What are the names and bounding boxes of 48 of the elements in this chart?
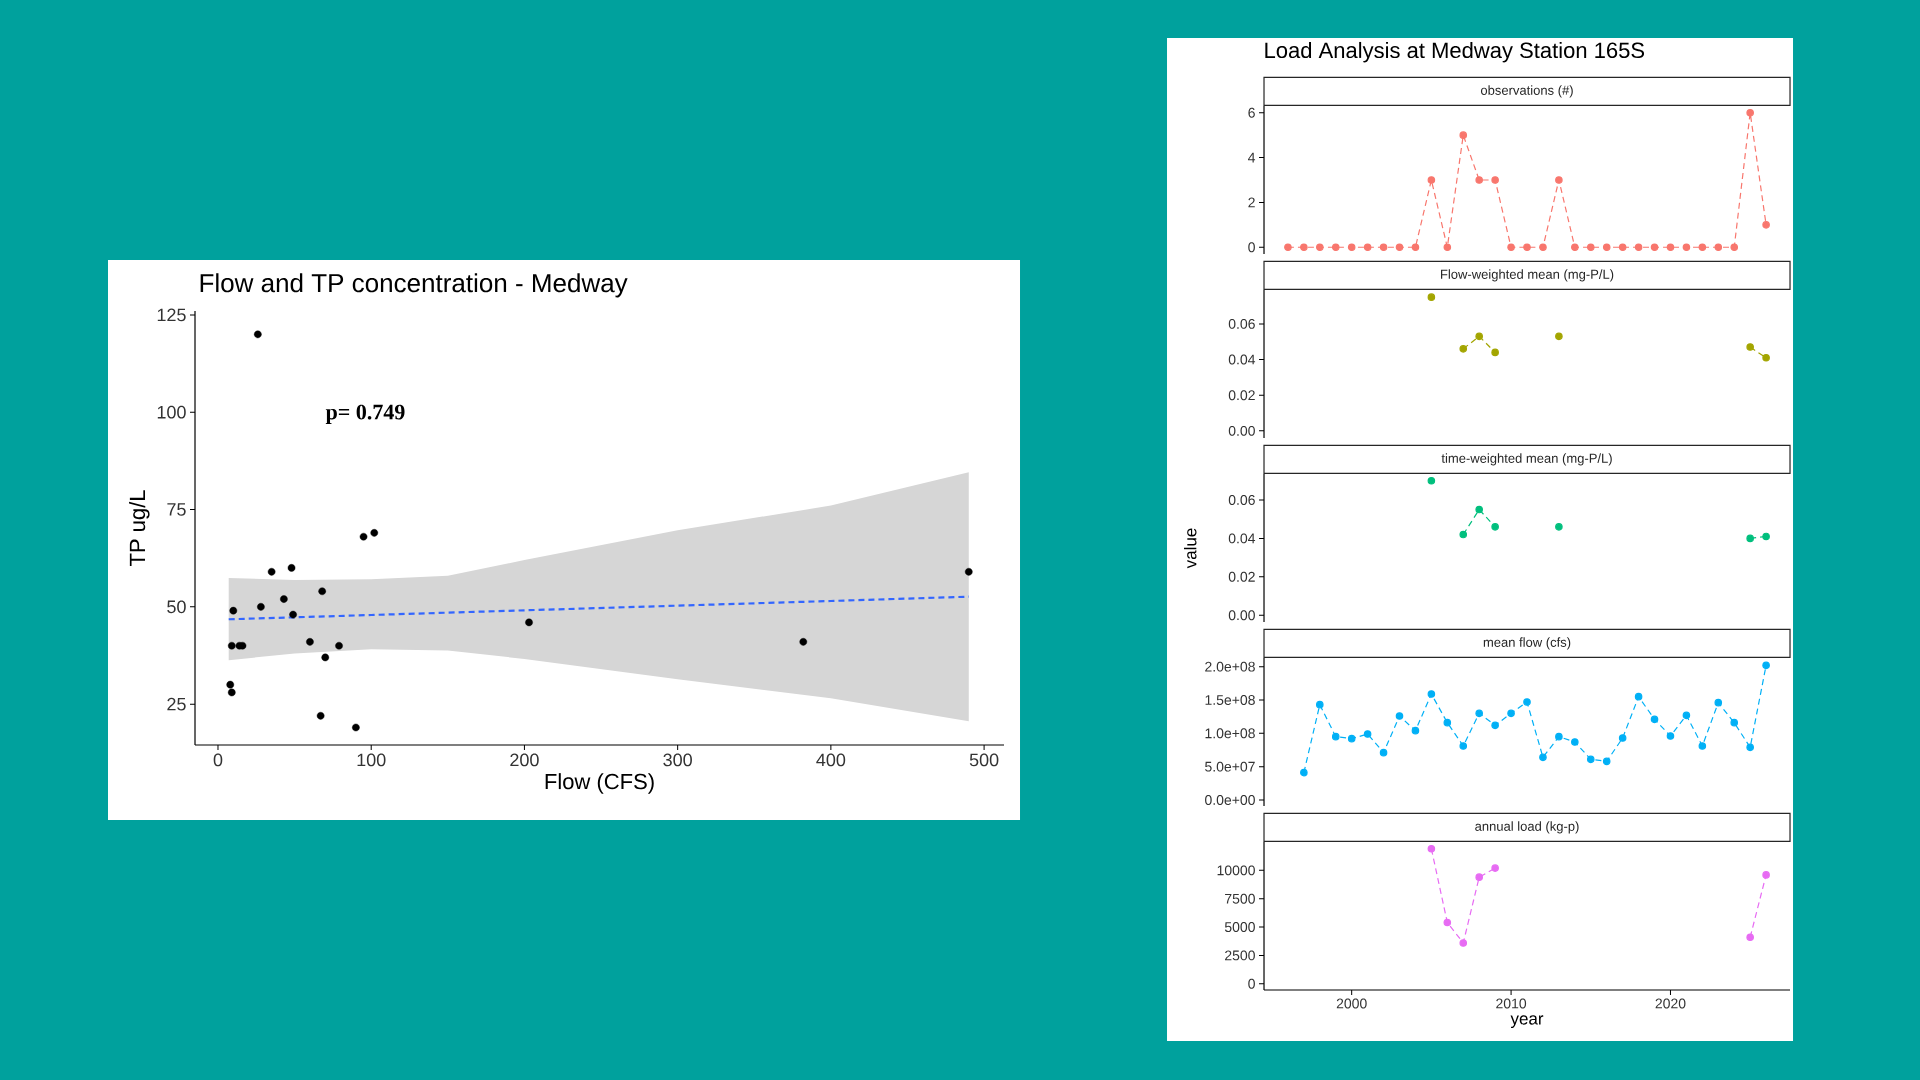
chart-title: time-weighted mean (mg-P/L) — [1441, 453, 1612, 466]
x-axis-title: year — [1510, 1015, 1544, 1028]
y-tick-label: 50 — [167, 600, 186, 614]
y-tick-label: 0.04 — [1228, 354, 1256, 365]
chart-title: annual load (kg-p) — [1475, 821, 1579, 834]
y-tick-label: 0 — [1248, 242, 1255, 253]
y-tick-label: 100 — [157, 405, 186, 419]
x-tick-label: 0 — [213, 753, 223, 767]
y-tick-label: 0.06 — [1228, 318, 1255, 329]
y-axis-title: TP ug/L — [129, 490, 150, 567]
x-tick-label: 300 — [663, 753, 692, 767]
y-tick-label: 1.0e+08 — [1205, 728, 1255, 739]
y-tick-label: 0.06 — [1228, 494, 1255, 505]
y-tick-label: 2500 — [1225, 950, 1255, 961]
y-tick-label: 25 — [167, 697, 186, 711]
y-tick-label: 0.02 — [1228, 571, 1255, 582]
chart-title: Flow-weighted mean (mg-P/L) — [1441, 269, 1614, 282]
y-tick-label: 0.04 — [1228, 533, 1256, 544]
x-tick-label: 200 — [510, 753, 539, 767]
y-axis-title: value — [1184, 528, 1197, 569]
chart-subtitle: observations (#) — [1480, 85, 1573, 98]
chart-title: mean flow (cfs) — [1483, 637, 1571, 650]
x-tick-label: 400 — [816, 753, 846, 767]
y-tick-label: 10000 — [1217, 865, 1255, 876]
y-tick-label: 75 — [167, 503, 186, 516]
y-tick-label: 5000 — [1224, 922, 1255, 933]
y-tick-label: 1.5e+08 — [1205, 695, 1255, 705]
x-tick-label: 100 — [357, 753, 386, 767]
y-tick-label: 5.0e+07 — [1205, 761, 1255, 772]
x-axis-title: Flow (CFS) — [545, 773, 654, 794]
x-tick-label: 2020 — [1655, 998, 1686, 1009]
y-tick-label: 0.02 — [1228, 390, 1255, 401]
y-tick-label: 0.00 — [1228, 610, 1255, 621]
chart-title: Flow and TP concentration - Medway — [200, 273, 628, 298]
y-tick-label: 125 — [157, 308, 186, 322]
x-tick-label: 500 — [969, 753, 999, 767]
y-tick-label: 4 — [1248, 152, 1256, 163]
chart-title: Load Analysis at Medway Station 165S — [1265, 41, 1645, 63]
y-tick-label: 2.0e+08 — [1205, 661, 1255, 672]
y-tick-label: 0.00 — [1228, 425, 1255, 436]
y-tick-label: 6 — [1248, 107, 1255, 118]
x-tick-label: 2000 — [1336, 998, 1367, 1009]
y-tick-label: 7500 — [1225, 893, 1255, 904]
y-tick-label: 0 — [1248, 978, 1255, 989]
y-tick-label: 0.0e+00 — [1205, 795, 1255, 805]
annotation: p= 0.749 — [325, 404, 405, 424]
y-tick-label: 2 — [1248, 197, 1255, 208]
x-tick-label: 2010 — [1496, 998, 1527, 1009]
